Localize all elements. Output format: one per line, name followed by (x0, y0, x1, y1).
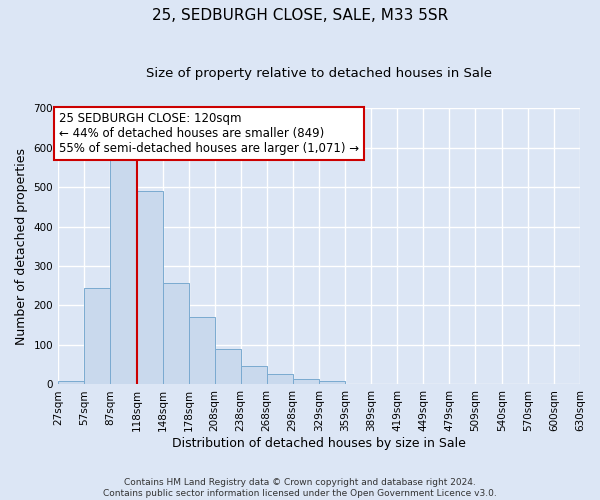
X-axis label: Distribution of detached houses by size in Sale: Distribution of detached houses by size … (172, 437, 466, 450)
Bar (266, 374, 293, 384)
Bar (84, 288, 110, 384)
Bar (58, 380, 84, 384)
Bar (163, 282, 189, 384)
Bar (215, 349, 241, 384)
Bar (293, 378, 319, 384)
Bar (110, 158, 137, 384)
Title: Size of property relative to detached houses in Sale: Size of property relative to detached ho… (146, 68, 492, 80)
Bar (189, 318, 215, 384)
Bar (241, 366, 266, 384)
Bar (319, 382, 346, 384)
Y-axis label: Number of detached properties: Number of detached properties (15, 148, 28, 345)
Text: 25 SEDBURGH CLOSE: 120sqm
← 44% of detached houses are smaller (849)
55% of semi: 25 SEDBURGH CLOSE: 120sqm ← 44% of detac… (59, 112, 359, 155)
Bar (137, 191, 163, 384)
Text: 25, SEDBURGH CLOSE, SALE, M33 5SR: 25, SEDBURGH CLOSE, SALE, M33 5SR (152, 8, 448, 22)
Text: Contains HM Land Registry data © Crown copyright and database right 2024.
Contai: Contains HM Land Registry data © Crown c… (103, 478, 497, 498)
